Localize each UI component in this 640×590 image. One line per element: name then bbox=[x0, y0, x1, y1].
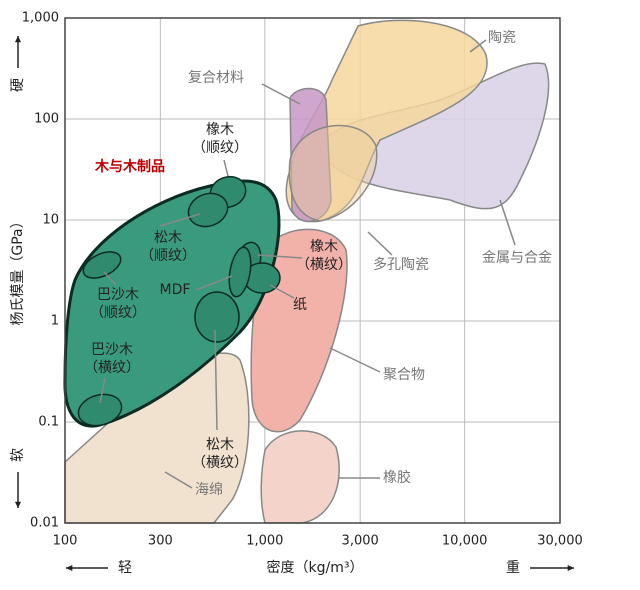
region-label: 金属与合金 bbox=[482, 250, 552, 266]
region-label: （横纹） bbox=[84, 360, 140, 376]
region-label: 海绵 bbox=[195, 481, 223, 498]
plot-frame bbox=[64, 17, 561, 524]
region-label: 巴沙木 bbox=[91, 342, 133, 358]
region-label: （顺纹） bbox=[140, 248, 196, 264]
y-axis-title: 杨氏模量（GPa） bbox=[10, 214, 26, 325]
leader-line bbox=[257, 254, 303, 259]
region-label: 松木 bbox=[154, 230, 182, 246]
leader-line bbox=[214, 329, 218, 431]
region-label: 橡木 bbox=[310, 239, 338, 255]
leader-line bbox=[329, 347, 381, 373]
region-label: 聚合物 bbox=[383, 367, 425, 383]
leader-line bbox=[164, 471, 193, 489]
region-label: 橡胶 bbox=[383, 469, 411, 486]
x-tick-label: 100 bbox=[53, 534, 78, 549]
material-region bbox=[260, 430, 340, 524]
leader-line bbox=[159, 213, 201, 227]
region-label: （横纹） bbox=[192, 455, 248, 471]
leader-line bbox=[195, 275, 233, 291]
region-label: （横纹） bbox=[296, 257, 352, 273]
y-tick-label: 100 bbox=[34, 112, 59, 127]
hint-light: 轻 bbox=[118, 560, 132, 576]
region-label: 纸 bbox=[293, 297, 307, 313]
region-label: 复合材料 bbox=[188, 69, 244, 86]
y-tick-label: 1 bbox=[51, 314, 59, 329]
region-label: 松木 bbox=[206, 437, 234, 453]
arrow-head bbox=[66, 564, 73, 572]
y-tick-label: 0.1 bbox=[38, 415, 59, 430]
material-region bbox=[288, 124, 378, 222]
y-tick-label: 10 bbox=[42, 213, 59, 228]
sub-region bbox=[194, 291, 240, 343]
region-label: 多孔陶瓷 bbox=[373, 256, 429, 273]
leader-line bbox=[269, 284, 295, 299]
hint-soft: 软 bbox=[10, 448, 26, 462]
region-label: 巴沙木 bbox=[97, 287, 139, 303]
x-axis-title: 密度（kg/m³） bbox=[267, 559, 364, 576]
y-tick-label: 0.01 bbox=[30, 516, 59, 531]
x-tick-label: 1,000 bbox=[246, 534, 283, 549]
region-label: 木与木制品 bbox=[94, 158, 165, 175]
region-label: 陶瓷 bbox=[488, 30, 516, 46]
leader-line bbox=[469, 39, 487, 53]
y-tick-label: 1,000 bbox=[22, 11, 59, 26]
arrow-head bbox=[567, 564, 574, 572]
x-tick-label: 3,000 bbox=[342, 534, 379, 549]
region-label: （顺纹） bbox=[90, 305, 146, 321]
leader-line bbox=[367, 231, 393, 256]
x-tick-label: 30,000 bbox=[537, 534, 583, 549]
hint-hard: 硬 bbox=[10, 78, 26, 92]
material-region bbox=[289, 87, 332, 223]
x-tick-label: 10,000 bbox=[442, 534, 488, 549]
leader-line bbox=[223, 159, 229, 177]
sub-region bbox=[77, 393, 123, 427]
arrow-head bbox=[14, 501, 22, 508]
region-label: （顺纹） bbox=[192, 140, 248, 156]
leader-line bbox=[99, 377, 106, 404]
sub-region bbox=[228, 246, 252, 298]
arrow-head bbox=[14, 36, 22, 43]
region-label: MDF bbox=[160, 282, 191, 298]
hint-heavy: 重 bbox=[506, 560, 520, 576]
leader-line bbox=[261, 83, 301, 105]
x-tick-label: 300 bbox=[148, 534, 173, 549]
region-label: 橡木 bbox=[206, 122, 234, 138]
leader-line bbox=[103, 271, 117, 286]
leader-line bbox=[499, 199, 516, 246]
